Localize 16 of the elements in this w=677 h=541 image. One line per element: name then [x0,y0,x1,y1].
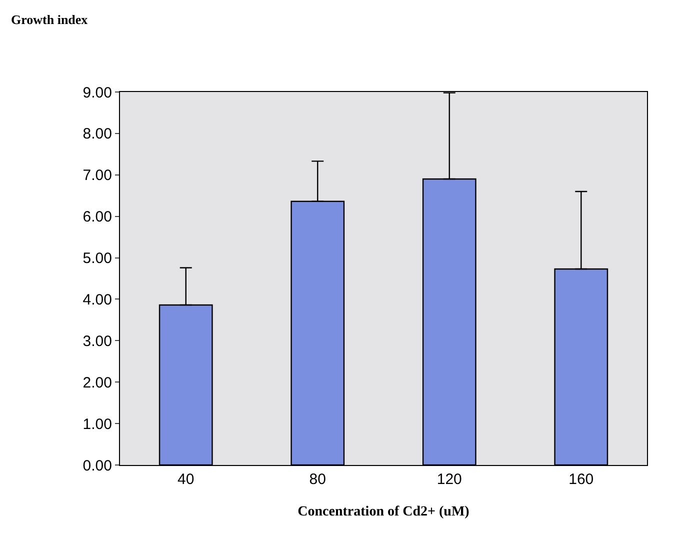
y-tick-label: 3.00 [82,332,112,350]
y-axis-title: Growth index [11,12,88,27]
y-tick-label: 2.00 [82,374,112,392]
y-tick-label: 6.00 [82,208,112,226]
y-tick-label: 4.00 [82,291,112,308]
x-tick-label: 120 [436,471,462,488]
y-tick-label: 1.00 [82,416,112,433]
x-tick-label: 40 [178,471,194,488]
x-tick-label: 80 [309,471,326,488]
x-tick-label: 160 [568,471,594,488]
y-tick-label: 9.00 [82,84,112,102]
y-tick-label: 0.00 [82,457,112,474]
y-tick-label: 7.00 [82,167,112,184]
y-tick-label: 5.00 [82,250,112,268]
x-axis-title: Concentration of Cd2+ (uM) [298,504,470,520]
y-tick-label: 8.00 [82,126,112,143]
